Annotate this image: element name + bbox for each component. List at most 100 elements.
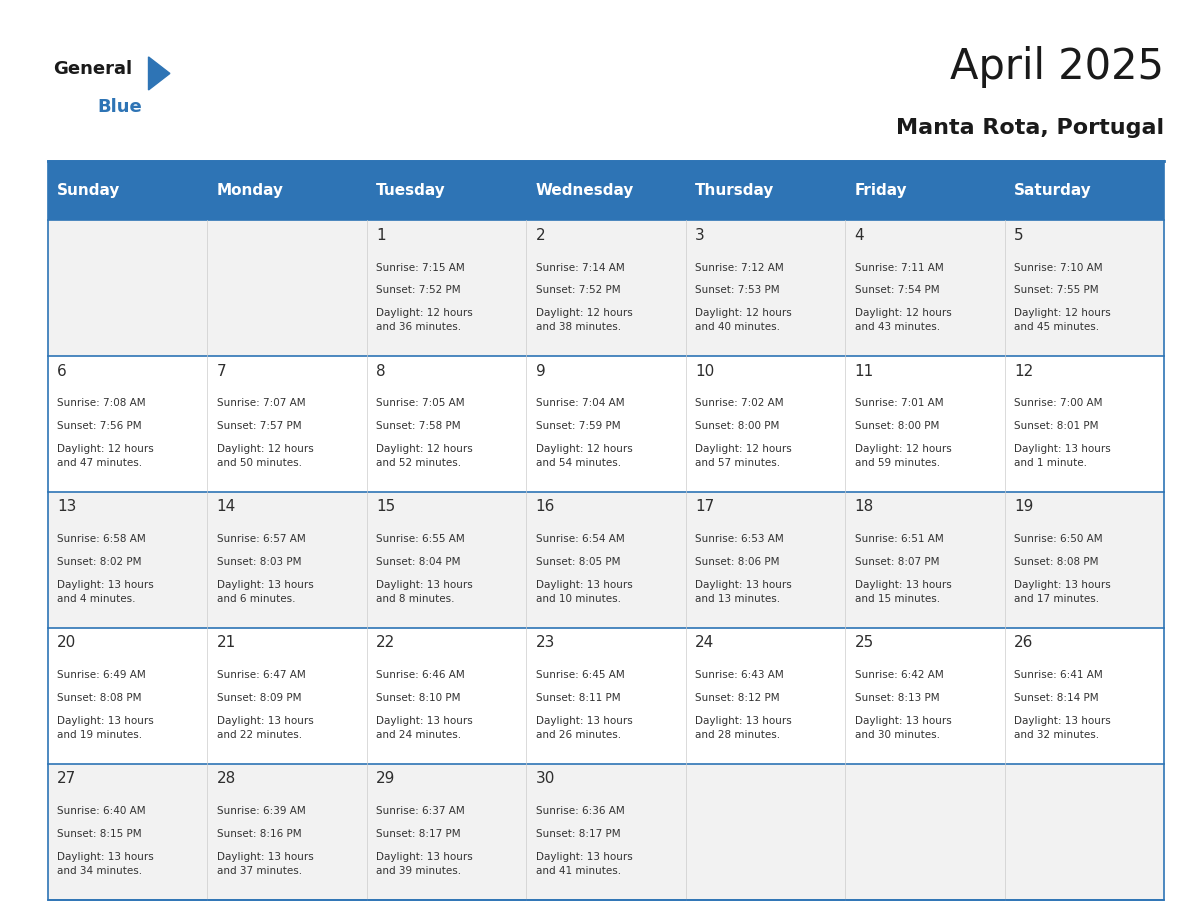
Text: Daylight: 12 hours
and 40 minutes.: Daylight: 12 hours and 40 minutes. [695,308,792,332]
Text: Sunrise: 6:50 AM: Sunrise: 6:50 AM [1015,534,1102,544]
Text: Monday: Monday [216,183,284,198]
Text: Daylight: 12 hours
and 38 minutes.: Daylight: 12 hours and 38 minutes. [536,308,632,332]
Text: Sunset: 8:08 PM: Sunset: 8:08 PM [57,693,141,703]
Text: Sunset: 8:17 PM: Sunset: 8:17 PM [377,829,461,839]
Text: 24: 24 [695,635,714,650]
Text: Friday: Friday [854,183,908,198]
Text: Sunset: 8:01 PM: Sunset: 8:01 PM [1015,421,1099,431]
Text: Sunset: 8:09 PM: Sunset: 8:09 PM [216,693,301,703]
Text: Daylight: 13 hours
and 8 minutes.: Daylight: 13 hours and 8 minutes. [377,580,473,604]
Text: Sunset: 8:15 PM: Sunset: 8:15 PM [57,829,141,839]
Text: Daylight: 13 hours
and 37 minutes.: Daylight: 13 hours and 37 minutes. [216,852,314,876]
Bar [48,220,1164,356]
Text: Daylight: 13 hours
and 41 minutes.: Daylight: 13 hours and 41 minutes. [536,852,632,876]
Text: 4: 4 [854,228,865,242]
Text: Sunset: 8:10 PM: Sunset: 8:10 PM [377,693,461,703]
Text: 30: 30 [536,771,555,786]
Text: Sunrise: 7:10 AM: Sunrise: 7:10 AM [1015,263,1102,273]
Text: 6: 6 [57,364,67,378]
Text: Sunset: 7:54 PM: Sunset: 7:54 PM [854,285,940,296]
Text: April 2025: April 2025 [950,46,1164,88]
Text: 18: 18 [854,499,874,514]
Text: Daylight: 12 hours
and 36 minutes.: Daylight: 12 hours and 36 minutes. [377,308,473,332]
Text: Daylight: 13 hours
and 10 minutes.: Daylight: 13 hours and 10 minutes. [536,580,632,604]
Text: Tuesday: Tuesday [377,183,446,198]
Text: Daylight: 13 hours
and 19 minutes.: Daylight: 13 hours and 19 minutes. [57,716,153,740]
Text: Sunrise: 7:05 AM: Sunrise: 7:05 AM [377,398,465,409]
Text: Sunset: 8:04 PM: Sunset: 8:04 PM [377,557,461,567]
Text: Sunrise: 7:02 AM: Sunrise: 7:02 AM [695,398,784,409]
Text: Daylight: 13 hours
and 32 minutes.: Daylight: 13 hours and 32 minutes. [1015,716,1111,740]
Text: Daylight: 13 hours
and 28 minutes.: Daylight: 13 hours and 28 minutes. [695,716,792,740]
Text: Daylight: 12 hours
and 50 minutes.: Daylight: 12 hours and 50 minutes. [216,444,314,468]
Text: Sunset: 7:53 PM: Sunset: 7:53 PM [695,285,779,296]
Text: Daylight: 13 hours
and 13 minutes.: Daylight: 13 hours and 13 minutes. [695,580,792,604]
Text: Sunrise: 6:37 AM: Sunrise: 6:37 AM [377,806,465,816]
Text: 21: 21 [216,635,235,650]
Text: Sunrise: 7:12 AM: Sunrise: 7:12 AM [695,263,784,273]
Text: Sunrise: 6:45 AM: Sunrise: 6:45 AM [536,670,625,680]
Text: Daylight: 12 hours
and 45 minutes.: Daylight: 12 hours and 45 minutes. [1015,308,1111,332]
Text: 9: 9 [536,364,545,378]
Text: 25: 25 [854,635,874,650]
Text: Sunrise: 7:15 AM: Sunrise: 7:15 AM [377,263,465,273]
Text: Sunrise: 7:11 AM: Sunrise: 7:11 AM [854,263,943,273]
Text: 16: 16 [536,499,555,514]
Text: Sunrise: 6:49 AM: Sunrise: 6:49 AM [57,670,146,680]
Text: Sunset: 8:07 PM: Sunset: 8:07 PM [854,557,940,567]
Text: 10: 10 [695,364,714,378]
Text: 28: 28 [216,771,235,786]
Bar [48,161,1164,900]
Bar [48,764,1164,900]
Text: Sunrise: 6:42 AM: Sunrise: 6:42 AM [854,670,943,680]
Text: Sunrise: 6:47 AM: Sunrise: 6:47 AM [216,670,305,680]
Text: Sunday: Sunday [57,183,120,198]
Text: Sunrise: 6:54 AM: Sunrise: 6:54 AM [536,534,625,544]
Text: 15: 15 [377,499,396,514]
Text: Sunset: 8:11 PM: Sunset: 8:11 PM [536,693,620,703]
Text: Daylight: 13 hours
and 17 minutes.: Daylight: 13 hours and 17 minutes. [1015,580,1111,604]
Text: Sunset: 8:02 PM: Sunset: 8:02 PM [57,557,141,567]
Text: Daylight: 13 hours
and 39 minutes.: Daylight: 13 hours and 39 minutes. [377,852,473,876]
Text: Sunrise: 7:00 AM: Sunrise: 7:00 AM [1015,398,1102,409]
Text: Thursday: Thursday [695,183,775,198]
Text: Daylight: 13 hours
and 34 minutes.: Daylight: 13 hours and 34 minutes. [57,852,153,876]
Text: 27: 27 [57,771,76,786]
Text: Saturday: Saturday [1015,183,1092,198]
Text: General: General [53,60,133,78]
Text: Sunrise: 6:55 AM: Sunrise: 6:55 AM [377,534,465,544]
Text: Sunset: 8:03 PM: Sunset: 8:03 PM [216,557,301,567]
Text: Sunset: 7:56 PM: Sunset: 7:56 PM [57,421,141,431]
Text: Sunrise: 7:07 AM: Sunrise: 7:07 AM [216,398,305,409]
Bar [48,492,1164,628]
Text: Daylight: 13 hours
and 22 minutes.: Daylight: 13 hours and 22 minutes. [216,716,314,740]
Text: 2: 2 [536,228,545,242]
Text: Daylight: 12 hours
and 57 minutes.: Daylight: 12 hours and 57 minutes. [695,444,792,468]
Text: Sunset: 8:05 PM: Sunset: 8:05 PM [536,557,620,567]
Text: Blue: Blue [97,98,143,117]
Text: Sunrise: 6:58 AM: Sunrise: 6:58 AM [57,534,146,544]
Text: 12: 12 [1015,364,1034,378]
Bar [48,356,1164,492]
Text: Manta Rota, Portugal: Manta Rota, Portugal [896,118,1164,138]
Text: Sunrise: 6:41 AM: Sunrise: 6:41 AM [1015,670,1102,680]
Text: Daylight: 12 hours
and 54 minutes.: Daylight: 12 hours and 54 minutes. [536,444,632,468]
Text: 11: 11 [854,364,874,378]
Text: Sunset: 8:06 PM: Sunset: 8:06 PM [695,557,779,567]
Bar [48,628,1164,764]
Text: Sunset: 8:13 PM: Sunset: 8:13 PM [854,693,940,703]
Text: Sunset: 7:55 PM: Sunset: 7:55 PM [1015,285,1099,296]
Text: Sunrise: 6:40 AM: Sunrise: 6:40 AM [57,806,146,816]
Text: 26: 26 [1015,635,1034,650]
Text: Sunrise: 7:01 AM: Sunrise: 7:01 AM [854,398,943,409]
Text: 1: 1 [377,228,386,242]
Text: Sunrise: 6:53 AM: Sunrise: 6:53 AM [695,534,784,544]
Text: 3: 3 [695,228,704,242]
Bar [48,161,1164,220]
Text: 23: 23 [536,635,555,650]
Text: Daylight: 13 hours
and 6 minutes.: Daylight: 13 hours and 6 minutes. [216,580,314,604]
Text: 19: 19 [1015,499,1034,514]
Text: Sunrise: 7:14 AM: Sunrise: 7:14 AM [536,263,625,273]
Text: 7: 7 [216,364,226,378]
Text: Daylight: 13 hours
and 24 minutes.: Daylight: 13 hours and 24 minutes. [377,716,473,740]
